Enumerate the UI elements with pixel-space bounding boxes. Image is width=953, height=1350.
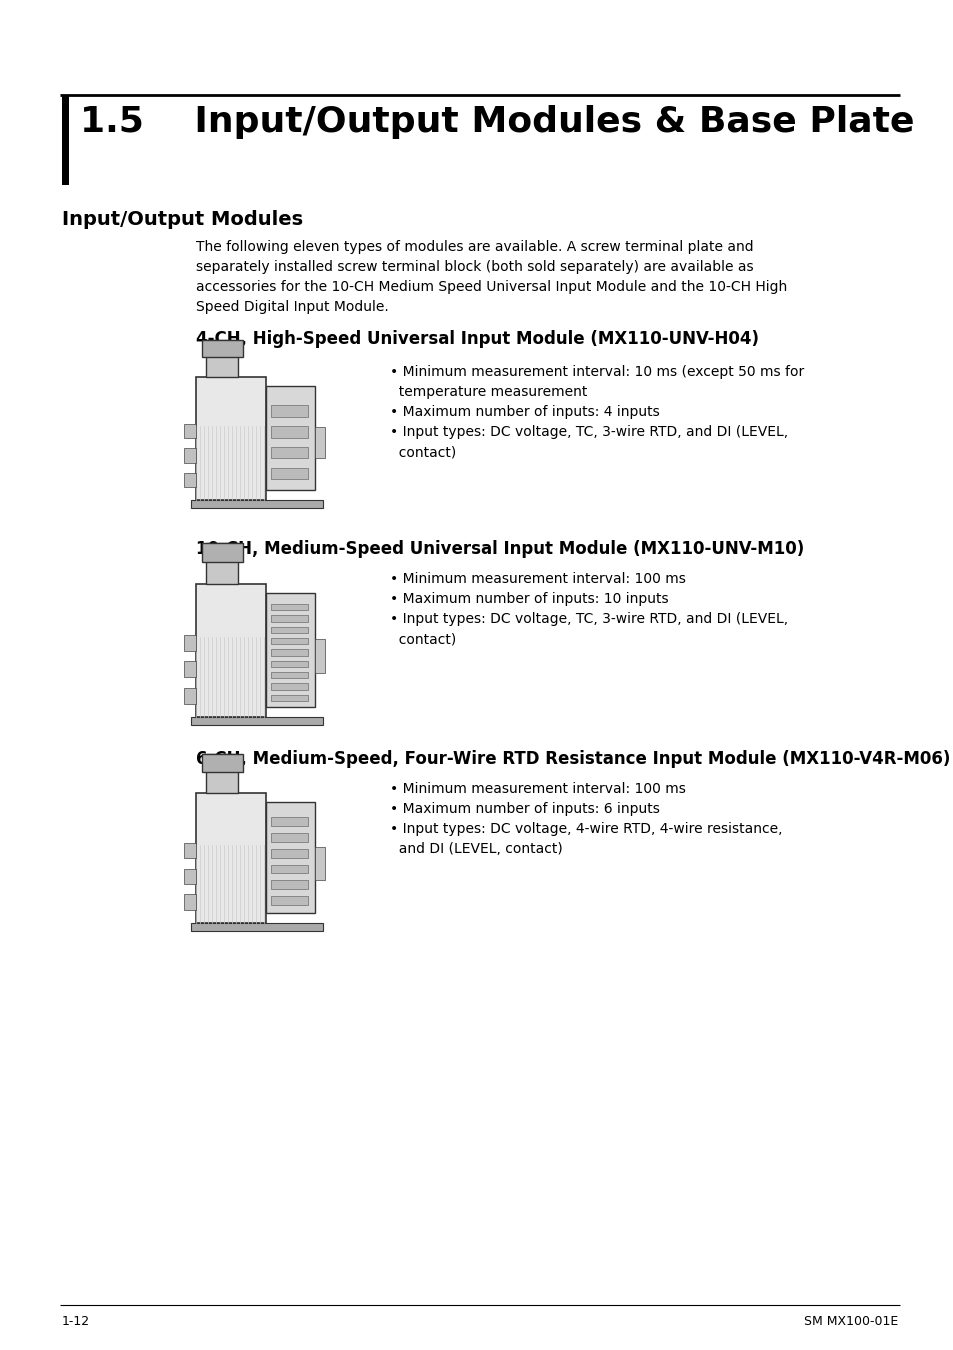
Bar	[184, 842, 195, 859]
Bar	[271, 616, 308, 622]
Text: 1.5    Input/Output Modules & Base Plate: 1.5 Input/Output Modules & Base Plate	[80, 105, 914, 139]
Bar	[271, 683, 308, 690]
Bar	[315, 428, 325, 459]
Bar	[195, 377, 266, 500]
Text: 4-CH, High-Speed Universal Input Module (MX110-UNV-H04): 4-CH, High-Speed Universal Input Module …	[195, 329, 759, 348]
Bar	[184, 688, 195, 703]
Text: • Minimum measurement interval: 100 ms
• Maximum number of inputs: 6 inputs
• In: • Minimum measurement interval: 100 ms •…	[390, 782, 781, 856]
Text: • Minimum measurement interval: 10 ms (except 50 ms for
  temperature measuremen: • Minimum measurement interval: 10 ms (e…	[390, 364, 803, 459]
Bar	[266, 594, 315, 706]
Bar	[191, 923, 323, 932]
Bar	[191, 500, 323, 508]
Bar	[201, 543, 242, 562]
Bar	[271, 468, 308, 479]
Bar	[271, 849, 308, 857]
Text: Input/Output Modules: Input/Output Modules	[62, 211, 303, 230]
Text: 1-12: 1-12	[62, 1315, 90, 1328]
Bar	[266, 386, 315, 490]
Bar	[271, 880, 308, 890]
Bar	[271, 649, 308, 656]
Bar	[184, 472, 195, 487]
Bar	[62, 95, 69, 185]
Bar	[315, 639, 325, 672]
Bar	[184, 634, 195, 651]
Bar	[201, 340, 242, 356]
Bar	[271, 626, 308, 633]
Text: The following eleven types of modules are available. A screw terminal plate and
: The following eleven types of modules ar…	[195, 240, 786, 315]
Bar	[271, 427, 308, 437]
Bar	[271, 660, 308, 667]
Bar	[206, 543, 237, 585]
Bar	[271, 447, 308, 459]
Bar	[266, 802, 315, 913]
Text: SM MX100-01E: SM MX100-01E	[803, 1315, 897, 1328]
Bar	[271, 639, 308, 644]
Bar	[191, 717, 323, 725]
Bar	[271, 605, 308, 610]
Bar	[271, 864, 308, 873]
Bar	[195, 794, 266, 923]
Text: 10-CH, Medium-Speed Universal Input Module (MX110-UNV-M10): 10-CH, Medium-Speed Universal Input Modu…	[195, 540, 803, 558]
Bar	[184, 868, 195, 884]
Bar	[271, 833, 308, 842]
Text: 6-CH, Medium-Speed, Four-Wire RTD Resistance Input Module (MX110-V4R-M06): 6-CH, Medium-Speed, Four-Wire RTD Resist…	[195, 751, 949, 768]
Text: • Minimum measurement interval: 100 ms
• Maximum number of inputs: 10 inputs
• I: • Minimum measurement interval: 100 ms •…	[390, 572, 787, 647]
Bar	[184, 662, 195, 678]
Bar	[206, 340, 237, 377]
Bar	[184, 895, 195, 910]
Bar	[271, 672, 308, 678]
Bar	[184, 448, 195, 463]
Bar	[271, 896, 308, 905]
Bar	[271, 817, 308, 826]
Bar	[271, 405, 308, 417]
Bar	[206, 753, 237, 794]
Bar	[315, 846, 325, 880]
Bar	[201, 753, 242, 772]
Bar	[195, 585, 266, 717]
Bar	[184, 424, 195, 439]
Bar	[271, 695, 308, 701]
